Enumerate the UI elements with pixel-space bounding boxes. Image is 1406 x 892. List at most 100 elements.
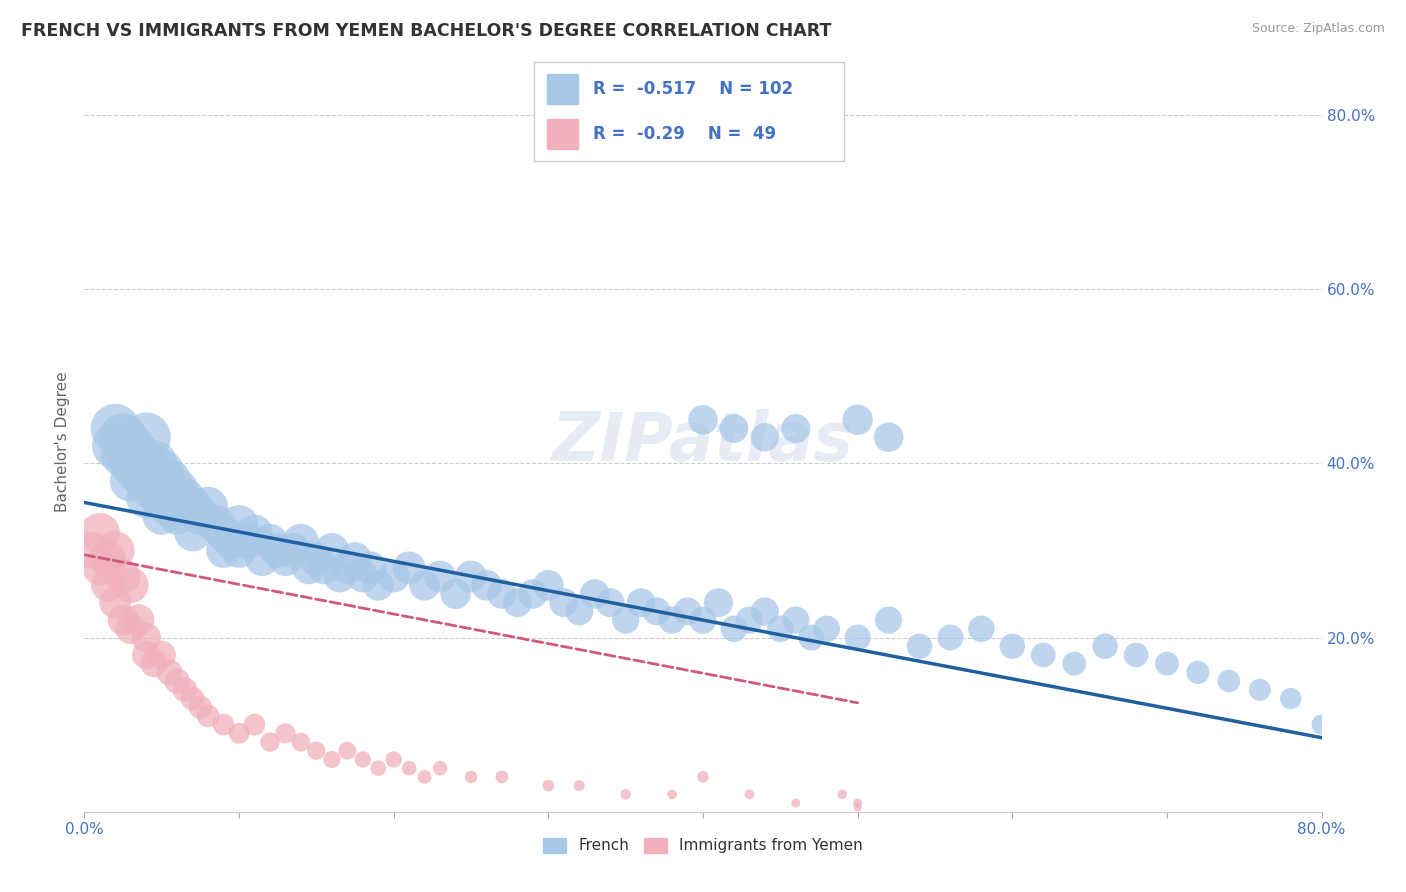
Point (413, 770, 436, 784)
Point (305, 744, 328, 758)
Text: Source: ZipAtlas.com: Source: ZipAtlas.com (1251, 22, 1385, 36)
Point (568, 779, 591, 793)
Bar (547, 74, 578, 103)
Point (367, 578, 389, 592)
Point (908, 639, 931, 653)
Point (127, 448, 149, 462)
Point (228, 726, 250, 740)
Point (491, 587, 513, 601)
Point (219, 534, 242, 549)
Point (259, 534, 281, 549)
Point (491, 770, 513, 784)
Point (800, 631, 823, 645)
Point (120, 622, 142, 636)
Point (661, 787, 683, 801)
Point (614, 613, 637, 627)
Point (205, 517, 228, 532)
Point (312, 561, 335, 575)
Point (166, 508, 188, 523)
Point (188, 508, 211, 523)
Point (166, 674, 188, 689)
Point (181, 500, 204, 514)
Point (970, 622, 993, 636)
Point (104, 439, 127, 453)
Point (212, 543, 235, 558)
Point (336, 744, 359, 758)
Point (159, 474, 180, 488)
Point (367, 761, 389, 775)
Point (120, 578, 142, 592)
Point (692, 770, 714, 784)
Point (290, 735, 312, 749)
Point (328, 569, 352, 583)
Point (321, 752, 343, 766)
Point (112, 448, 135, 462)
Point (135, 648, 157, 662)
Point (290, 534, 312, 549)
Point (197, 709, 219, 723)
Point (877, 613, 900, 627)
Point (243, 526, 266, 541)
Point (537, 779, 560, 793)
Point (274, 726, 297, 740)
Point (343, 552, 366, 566)
Point (398, 561, 420, 575)
Point (475, 578, 498, 592)
Point (274, 552, 297, 566)
Point (96, 578, 118, 592)
Point (89, 561, 111, 575)
Point (661, 613, 683, 627)
Point (846, 413, 869, 427)
Point (723, 622, 745, 636)
Point (120, 439, 142, 453)
Point (297, 561, 319, 575)
Point (112, 569, 135, 583)
Point (120, 474, 142, 488)
Point (321, 543, 343, 558)
Point (120, 456, 142, 470)
Point (723, 421, 745, 435)
Point (553, 596, 575, 610)
Point (769, 622, 792, 636)
Point (89, 526, 111, 541)
Point (135, 474, 157, 488)
Point (877, 430, 900, 444)
Point (707, 596, 730, 610)
Point (754, 430, 776, 444)
Point (1218, 674, 1240, 689)
Point (150, 648, 173, 662)
Point (815, 622, 838, 636)
Point (738, 613, 761, 627)
Point (785, 796, 807, 810)
Point (150, 491, 173, 505)
Point (166, 483, 188, 497)
Point (1094, 639, 1116, 653)
Point (127, 613, 149, 627)
Text: R =  -0.517    N = 102: R = -0.517 N = 102 (593, 80, 793, 98)
Point (599, 596, 621, 610)
Point (135, 491, 157, 505)
Point (243, 717, 266, 731)
Point (614, 787, 637, 801)
Point (112, 613, 135, 627)
Point (645, 604, 668, 618)
Point (235, 534, 259, 549)
Point (785, 613, 807, 627)
Point (159, 500, 180, 514)
Point (1032, 648, 1054, 662)
Point (522, 587, 544, 601)
Point (583, 587, 606, 601)
Point (1310, 717, 1333, 731)
Point (1249, 682, 1271, 697)
Point (104, 543, 127, 558)
Point (398, 761, 420, 775)
Point (676, 604, 699, 618)
Point (831, 787, 853, 801)
Point (127, 465, 149, 479)
Point (692, 413, 714, 427)
Point (228, 517, 250, 532)
Point (197, 500, 219, 514)
Point (135, 430, 157, 444)
Point (104, 421, 127, 435)
Point (96, 552, 118, 566)
